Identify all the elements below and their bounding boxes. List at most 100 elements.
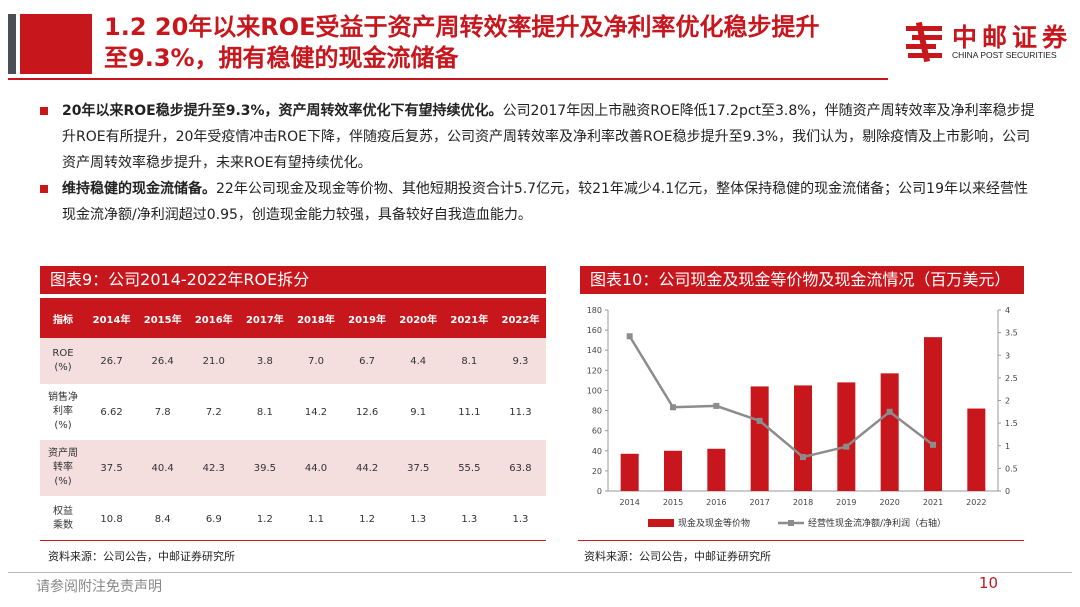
bar-2021 (924, 337, 942, 491)
company-logo: 中邮证券 CHINA POST SECURITIES (902, 18, 1072, 68)
bar-2016 (707, 448, 726, 491)
header-cell: 2018年 (290, 298, 342, 338)
left-tick-label: 100 (587, 386, 602, 395)
table-cell: 8.4 (137, 496, 189, 542)
left-tick-label: 60 (592, 427, 602, 436)
table-row: ROE (%) 26.7 26.4 21.0 3.8 7.0 6.7 4.4 8.… (40, 338, 546, 384)
table-cell: 37.5 (86, 440, 138, 496)
right-tick-label: 3.5 (1005, 329, 1018, 338)
table-cell: 63.8 (494, 440, 546, 496)
header-accent-dark (8, 14, 16, 74)
page-number: 10 (978, 574, 998, 592)
chart-10-title: 图表10：公司现金及现金等价物及现金流情况（百万美元） (580, 266, 1024, 294)
left-tick-label: 0 (597, 487, 602, 496)
table-row: 资产周 转率 (%) 37.5 40.4 42.3 39.5 44.0 44.2 3… (40, 440, 546, 496)
bullet-item-roe: 20年以来ROE稳步提升至9.3%，资产周转效率优化下有望持续优化。公司2017… (40, 98, 1040, 176)
legend-bar-label: 现金及现金等价物 (678, 517, 750, 529)
table-cell: 26.7 (86, 338, 138, 384)
right-tick-label: 2 (1005, 397, 1010, 406)
header-cell: 指标 (40, 298, 86, 338)
bullet-square-icon (40, 107, 48, 115)
header-cell: 2016年 (188, 298, 240, 338)
bar-2018 (794, 385, 812, 491)
left-tick-label: 20 (592, 467, 602, 476)
table-cell: 1.3 (443, 496, 495, 542)
table-cell: 4.4 (392, 338, 444, 384)
table-cell: 44.2 (341, 440, 393, 496)
page-title: 1.2 20年以来ROE受益于资产周转效率提升及净利率优化稳步提升 至9.3%，… (104, 12, 904, 74)
table-cell: 9.3 (494, 338, 546, 384)
right-tick-label: 0 (1005, 487, 1010, 496)
legend-line-label: 经营性现金流净额/净利润（右轴） (808, 517, 946, 529)
header-cell: 2014年 (86, 298, 138, 338)
table-row: 权益 乘数 10.8 8.4 6.9 1.2 1.1 1.2 1.3 1.3 1.… (40, 496, 546, 542)
header-cell: 2020年 (392, 298, 444, 338)
table-cell: 1.2 (341, 496, 393, 542)
legend-bar-swatch (648, 519, 674, 527)
header-cell: 2015年 (137, 298, 189, 338)
x-tick-label: 2018 (793, 498, 813, 507)
header-cell: 2017年 (239, 298, 291, 338)
bullet-item-cashflow: 维持稳健的现金流储备。22年公司现金及现金等价物、其他短期投资合计5.7亿元，较… (40, 176, 1040, 228)
table-cell: 26.4 (137, 338, 189, 384)
left-tick-label: 120 (587, 366, 602, 375)
table-9-bottom-rule (40, 540, 546, 541)
chart-10-bottom-rule (578, 540, 1024, 541)
row-label: 销售净 利率 (%) (40, 384, 86, 440)
table-cell: 40.4 (137, 440, 189, 496)
table-cell: 55.5 (443, 440, 495, 496)
right-tick-label: 3 (1005, 351, 1010, 360)
ocf-ratio-point-2020 (886, 408, 893, 415)
bullet-heading: 20年以来ROE稳步提升至9.3%，资产周转效率优化下有望持续优化。 (62, 103, 503, 119)
bar-2019 (837, 382, 856, 491)
header-cell: 2022年 (494, 298, 546, 338)
table-cell: 6.9 (188, 496, 240, 542)
bar-2017 (750, 386, 769, 491)
header-accent-red (20, 14, 92, 74)
x-tick-label: 2020 (879, 498, 899, 507)
header-divider (8, 78, 888, 80)
table-9-title: 图表9：公司2014-2022年ROE拆分 (40, 266, 546, 294)
x-tick-label: 2019 (836, 498, 856, 507)
row-label: 资产周 转率 (%) (40, 440, 86, 496)
table-cell: 6.62 (86, 384, 138, 440)
logo-english-text: CHINA POST SECURITIES (952, 50, 1057, 60)
ocf-ratio-point-2016 (713, 402, 720, 409)
table-header-row: 指标 2014年 2015年 2016年 2017年 2018年 2019年 2… (40, 298, 546, 338)
table-cell: 12.6 (341, 384, 393, 440)
left-tick-label: 40 (592, 447, 602, 456)
x-tick-label: 2022 (966, 498, 986, 507)
bullet-text: 公司2017年因上市融资ROE降低17.2pct至3.8%，伴随资产周转效率及净… (62, 103, 1035, 171)
ocf-ratio-line (628, 335, 934, 459)
chart-10-source: 资料来源：公司公告，中邮证券研究所 (584, 550, 771, 563)
bullet-text: 22年公司现金及现金等价物、其他短期投资合计5.7亿元，较21年减少4.1亿元，… (62, 181, 1028, 223)
left-tick-label: 160 (587, 326, 602, 335)
footer-divider (8, 572, 1072, 573)
table-cell: 7.2 (188, 384, 240, 440)
table-cell: 6.7 (341, 338, 393, 384)
table-cell: 1.3 (494, 496, 546, 542)
table-cell: 37.5 (392, 440, 444, 496)
table-cell: 42.3 (188, 440, 240, 496)
table-cell: 7.8 (137, 384, 189, 440)
bullet-heading: 维持稳健的现金流储备。 (62, 181, 216, 197)
right-tick-label: 1.5 (1005, 419, 1018, 428)
table-cell: 21.0 (188, 338, 240, 384)
bullet-list: 20年以来ROE稳步提升至9.3%，资产周转效率优化下有望持续优化。公司2017… (40, 98, 1040, 228)
x-tick-label: 2017 (749, 498, 769, 507)
footer-disclaimer: 请参阅附注免责声明 (36, 579, 162, 595)
table-cell: 1.1 (290, 496, 342, 542)
title-line-1: 1.2 20年以来ROE受益于资产周转效率提升及净利率优化稳步提升 (104, 13, 820, 41)
table-cell: 1.2 (239, 496, 291, 542)
ocf-ratio-point-2014 (626, 333, 633, 340)
ocf-ratio-point-2015 (670, 404, 676, 411)
ocf-ratio-point-2021 (930, 441, 936, 448)
left-tick-label: 140 (587, 346, 602, 355)
right-tick-label: 4 (1005, 306, 1010, 315)
table-cell: 3.8 (239, 338, 291, 384)
row-label: 权益 乘数 (40, 496, 86, 542)
table-cell: 11.3 (494, 384, 546, 440)
right-tick-label: 1 (1005, 442, 1010, 451)
left-tick-label: 80 (592, 407, 602, 416)
ocf-ratio-point-2019 (843, 443, 850, 450)
